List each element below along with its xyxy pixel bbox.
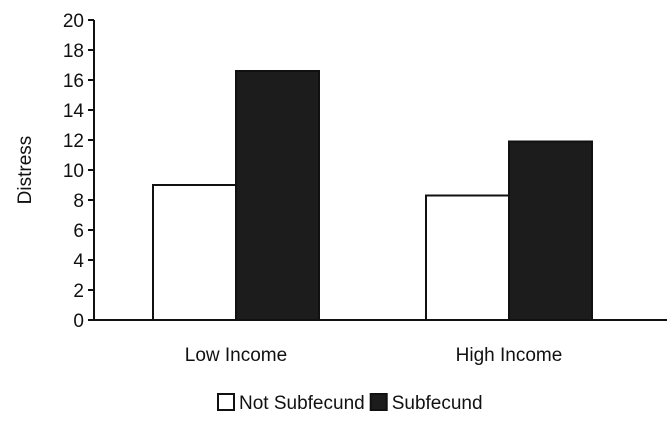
bar-subfecund-high-income: [508, 140, 593, 321]
y-tick-label: 14: [63, 101, 85, 122]
y-tick-label: 10: [63, 161, 84, 182]
legend-label: Not Subfecund: [239, 393, 365, 414]
category-label: Low Income: [185, 345, 287, 366]
y-axis-label: Distress: [15, 136, 36, 205]
y-tick-label: 2: [73, 281, 84, 302]
x-axis-categories: Low Income High Income: [185, 345, 563, 366]
legend-label: Subfecund: [392, 393, 483, 414]
y-tick-label: 4: [73, 251, 84, 272]
bar-not-subfecund-high-income: [425, 194, 510, 321]
y-axis-ticks: 0 2 4 6 8 10 12 14 16 18 20: [63, 11, 94, 332]
y-tick-label: 8: [73, 191, 84, 212]
legend-swatch: [217, 393, 235, 411]
bar-subfecund-low-income: [235, 70, 320, 321]
category-label: High Income: [456, 345, 563, 366]
legend-swatch: [369, 393, 388, 411]
y-tick-label: 6: [73, 221, 84, 242]
y-tick-label: 20: [63, 11, 84, 32]
y-tick-label: 18: [63, 41, 84, 62]
legend: Not Subfecund Subfecund: [217, 393, 483, 414]
bars: [152, 70, 593, 321]
y-tick-label: 12: [63, 131, 84, 152]
bar-not-subfecund-low-income: [152, 184, 237, 321]
y-tick-label: 16: [63, 71, 84, 92]
y-tick-label: 0: [73, 311, 84, 332]
